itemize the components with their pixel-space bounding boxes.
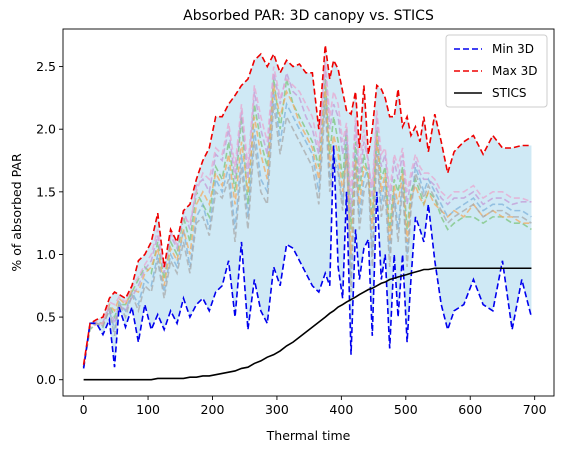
min-3d-line bbox=[82, 145, 533, 369]
x-axis-label: Thermal time bbox=[266, 428, 351, 443]
x-tick-label: 500 bbox=[394, 402, 418, 417]
x-tick-label: 400 bbox=[329, 402, 353, 417]
y-tick-label: 1.0 bbox=[36, 247, 56, 262]
y-tick-label: 0.5 bbox=[36, 310, 56, 325]
y-tick-label: 1.5 bbox=[36, 184, 56, 199]
legend-box bbox=[445, 34, 548, 108]
x-tick-label: 300 bbox=[265, 402, 289, 417]
legend-label: Min 3D bbox=[492, 42, 534, 56]
individual-3d-series-line bbox=[82, 85, 532, 368]
legend-label: STICS bbox=[492, 86, 526, 100]
y-tick-label: 2.5 bbox=[36, 59, 56, 74]
x-tick-label: 100 bbox=[136, 402, 160, 417]
legend: Min 3D Max 3D STICS bbox=[445, 34, 548, 108]
x-tick-label: 0 bbox=[80, 402, 88, 417]
x-axis-ticks: 0 100 200 300 400 500 600 700 bbox=[80, 396, 547, 417]
x-tick-label: 700 bbox=[523, 402, 547, 417]
x-tick-label: 200 bbox=[201, 402, 225, 417]
x-tick-label: 600 bbox=[458, 402, 482, 417]
axes-frame bbox=[62, 28, 555, 397]
chart-title: Absorbed PAR: 3D canopy vs. STICS bbox=[183, 8, 434, 24]
y-axis-ticks: 0.0 0.5 1.0 1.5 2.0 2.5 bbox=[36, 59, 63, 387]
min-max-band bbox=[83, 45, 532, 369]
individual-3d-series-line bbox=[82, 91, 532, 368]
y-tick-label: 0.0 bbox=[36, 372, 56, 387]
individual-3d-series-line bbox=[82, 60, 532, 368]
plot-area bbox=[82, 45, 533, 381]
stics-line bbox=[83, 267, 532, 381]
legend-label: Max 3D bbox=[492, 64, 538, 78]
y-axis-label: % of absorbed PAR bbox=[9, 153, 24, 272]
individual-3d-series-line bbox=[82, 66, 532, 368]
individual-3d-series-line bbox=[82, 104, 532, 368]
max-3d-line bbox=[82, 45, 532, 365]
y-tick-label: 2.0 bbox=[36, 122, 56, 137]
